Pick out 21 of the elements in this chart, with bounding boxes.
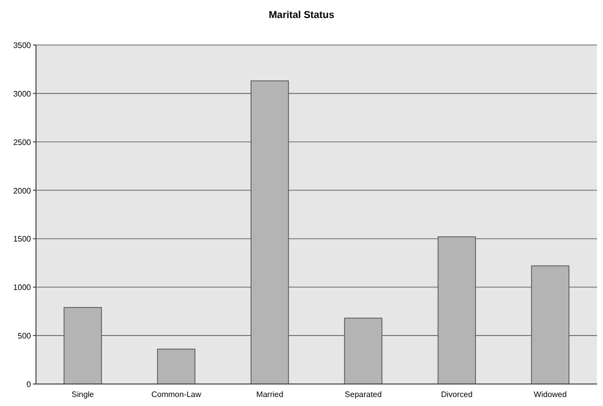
y-tick-label: 3500	[13, 41, 32, 50]
chart-title: Marital Status	[268, 10, 335, 21]
x-tick-label: Widowed	[534, 390, 567, 399]
y-tick-label: 2500	[13, 138, 32, 147]
y-tick-label: 1500	[13, 234, 32, 244]
bar	[157, 348, 196, 384]
bar	[438, 236, 476, 384]
x-tick-label: Divorced	[440, 390, 473, 399]
x-tick-label: Married	[256, 390, 284, 399]
x-tick-label: Separated	[344, 390, 382, 399]
bar	[64, 307, 102, 384]
bar	[531, 265, 570, 384]
bar	[344, 318, 382, 384]
bar	[250, 80, 289, 384]
y-tick-label: 1000	[13, 283, 32, 292]
y-tick-label: 0	[26, 380, 32, 389]
y-tick-label: 3000	[13, 89, 32, 98]
x-tick-label: Common-Law	[151, 390, 202, 399]
y-tick-label: 2000	[13, 186, 32, 196]
y-tick-label: 500	[18, 332, 32, 341]
x-tick-label: Single	[72, 390, 94, 399]
